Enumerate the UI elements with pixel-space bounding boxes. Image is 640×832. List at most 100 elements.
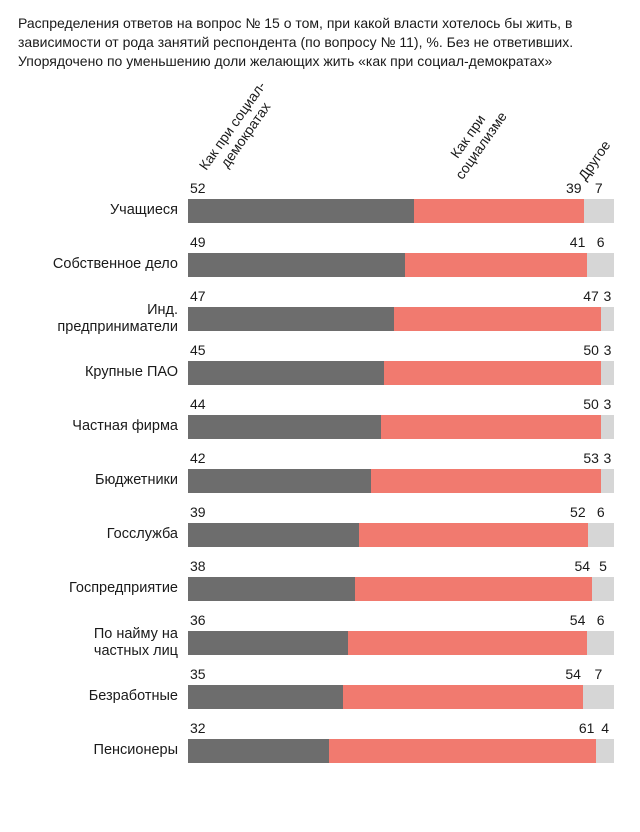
bar-segment: 47 [394, 307, 600, 331]
bar-segment: 61 [329, 739, 597, 763]
chart-row: По найму начастных лиц36546 [18, 631, 622, 655]
column-header: Как при социал-демократах [196, 79, 282, 183]
bar-segment: 3 [601, 469, 614, 493]
bar-value: 54 [565, 666, 581, 682]
row-label: Бюджетники [18, 472, 188, 489]
row-label: Частная фирма [18, 418, 188, 435]
stacked-bar-chart: Как при социал-демократахКак присоциализ… [18, 99, 622, 763]
row-label: Госпредприятие [18, 580, 188, 597]
bar-segment: 45 [188, 361, 384, 385]
bar-segment: 47 [188, 307, 394, 331]
row-label: Учащиеся [18, 202, 188, 219]
bar-value: 44 [190, 396, 206, 412]
bar-value: 54 [570, 612, 586, 628]
bar: 39526 [188, 523, 614, 547]
chart-row: Госслужба39526 [18, 523, 622, 547]
bar: 52397 [188, 199, 614, 223]
bar-value: 5 [599, 558, 607, 574]
bar-segment: 39 [188, 523, 359, 547]
chart-row: Бюджетники42533 [18, 469, 622, 493]
bar-segment: 3 [601, 307, 614, 331]
bar-value: 39 [566, 180, 582, 196]
bar-value: 35 [190, 666, 206, 682]
bar-segment: 54 [343, 685, 583, 709]
bar-segment: 35 [188, 685, 343, 709]
bar-value: 7 [595, 180, 603, 196]
bar-value: 52 [570, 504, 586, 520]
bar-value: 54 [574, 558, 590, 574]
chart-row: Госпредприятие38545 [18, 577, 622, 601]
bar: 45503 [188, 361, 614, 385]
chart-row: Инд.предприниматели47473 [18, 307, 622, 331]
chart-row: Пенсионеры32614 [18, 739, 622, 763]
bar-value: 7 [595, 666, 603, 682]
bar-segment: 32 [188, 739, 329, 763]
bar-segment: 54 [348, 631, 588, 655]
bar-value: 38 [190, 558, 206, 574]
bar: 35547 [188, 685, 614, 709]
chart-row: Учащиеся52397 [18, 199, 622, 223]
bar-segment: 3 [601, 415, 614, 439]
bar-value: 41 [570, 234, 586, 250]
bar: 44503 [188, 415, 614, 439]
bar-value: 3 [603, 396, 611, 412]
bar-value: 47 [190, 288, 206, 304]
row-label: Госслужба [18, 526, 188, 543]
row-label: Собственное дело [18, 256, 188, 273]
chart-row: Частная фирма44503 [18, 415, 622, 439]
bar-value: 50 [583, 342, 599, 358]
bar-segment: 38 [188, 577, 355, 601]
bar-segment: 7 [583, 685, 614, 709]
bar-segment: 50 [384, 361, 601, 385]
bar-value: 47 [583, 288, 599, 304]
row-label: По найму начастных лиц [18, 626, 188, 659]
chart-row: Безработные35547 [18, 685, 622, 709]
bar-segment: 4 [596, 739, 614, 763]
row-label: Крупные ПАО [18, 364, 188, 381]
chart-row: Собственное дело49416 [18, 253, 622, 277]
bar-segment: 53 [371, 469, 601, 493]
bar-segment: 49 [188, 253, 405, 277]
bar: 47473 [188, 307, 614, 331]
bar-segment: 3 [601, 361, 614, 385]
bar-segment: 50 [381, 415, 601, 439]
row-label: Пенсионеры [18, 742, 188, 759]
bar-value: 4 [601, 720, 609, 736]
bar-value: 36 [190, 612, 206, 628]
bar-segment: 44 [188, 415, 381, 439]
chart-rows: Учащиеся52397Собственное дело49416Инд.пр… [18, 199, 622, 763]
bar-segment: 36 [188, 631, 348, 655]
bar-segment: 6 [588, 523, 614, 547]
chart-title: Распределения ответов на вопрос № 15 о т… [18, 14, 622, 71]
bar-segment: 52 [188, 199, 414, 223]
bar-segment: 54 [355, 577, 592, 601]
bar-segment: 42 [188, 469, 371, 493]
bar-value: 52 [190, 180, 206, 196]
bar-segment: 7 [584, 199, 614, 223]
bar: 49416 [188, 253, 614, 277]
bar-value: 3 [604, 450, 612, 466]
bar: 42533 [188, 469, 614, 493]
bar-value: 6 [597, 504, 605, 520]
bar-value: 3 [603, 288, 611, 304]
bar-value: 53 [583, 450, 599, 466]
bar-value: 6 [597, 234, 605, 250]
bar: 32614 [188, 739, 614, 763]
bar: 38545 [188, 577, 614, 601]
bar: 36546 [188, 631, 614, 655]
bar-segment: 6 [587, 631, 614, 655]
bar-segment: 52 [359, 523, 587, 547]
bar-value: 50 [583, 396, 599, 412]
bar-value: 45 [190, 342, 206, 358]
column-headers: Как при социал-демократахКак присоциализ… [188, 99, 614, 189]
bar-value: 61 [579, 720, 595, 736]
bar-value: 39 [190, 504, 206, 520]
bar-segment: 5 [592, 577, 614, 601]
bar-value: 42 [190, 450, 206, 466]
bar-value: 3 [604, 342, 612, 358]
column-header: Как присоциализме [439, 100, 510, 183]
chart-row: Крупные ПАО45503 [18, 361, 622, 385]
row-label: Безработные [18, 688, 188, 705]
bar-value: 32 [190, 720, 206, 736]
bar-value: 49 [190, 234, 206, 250]
